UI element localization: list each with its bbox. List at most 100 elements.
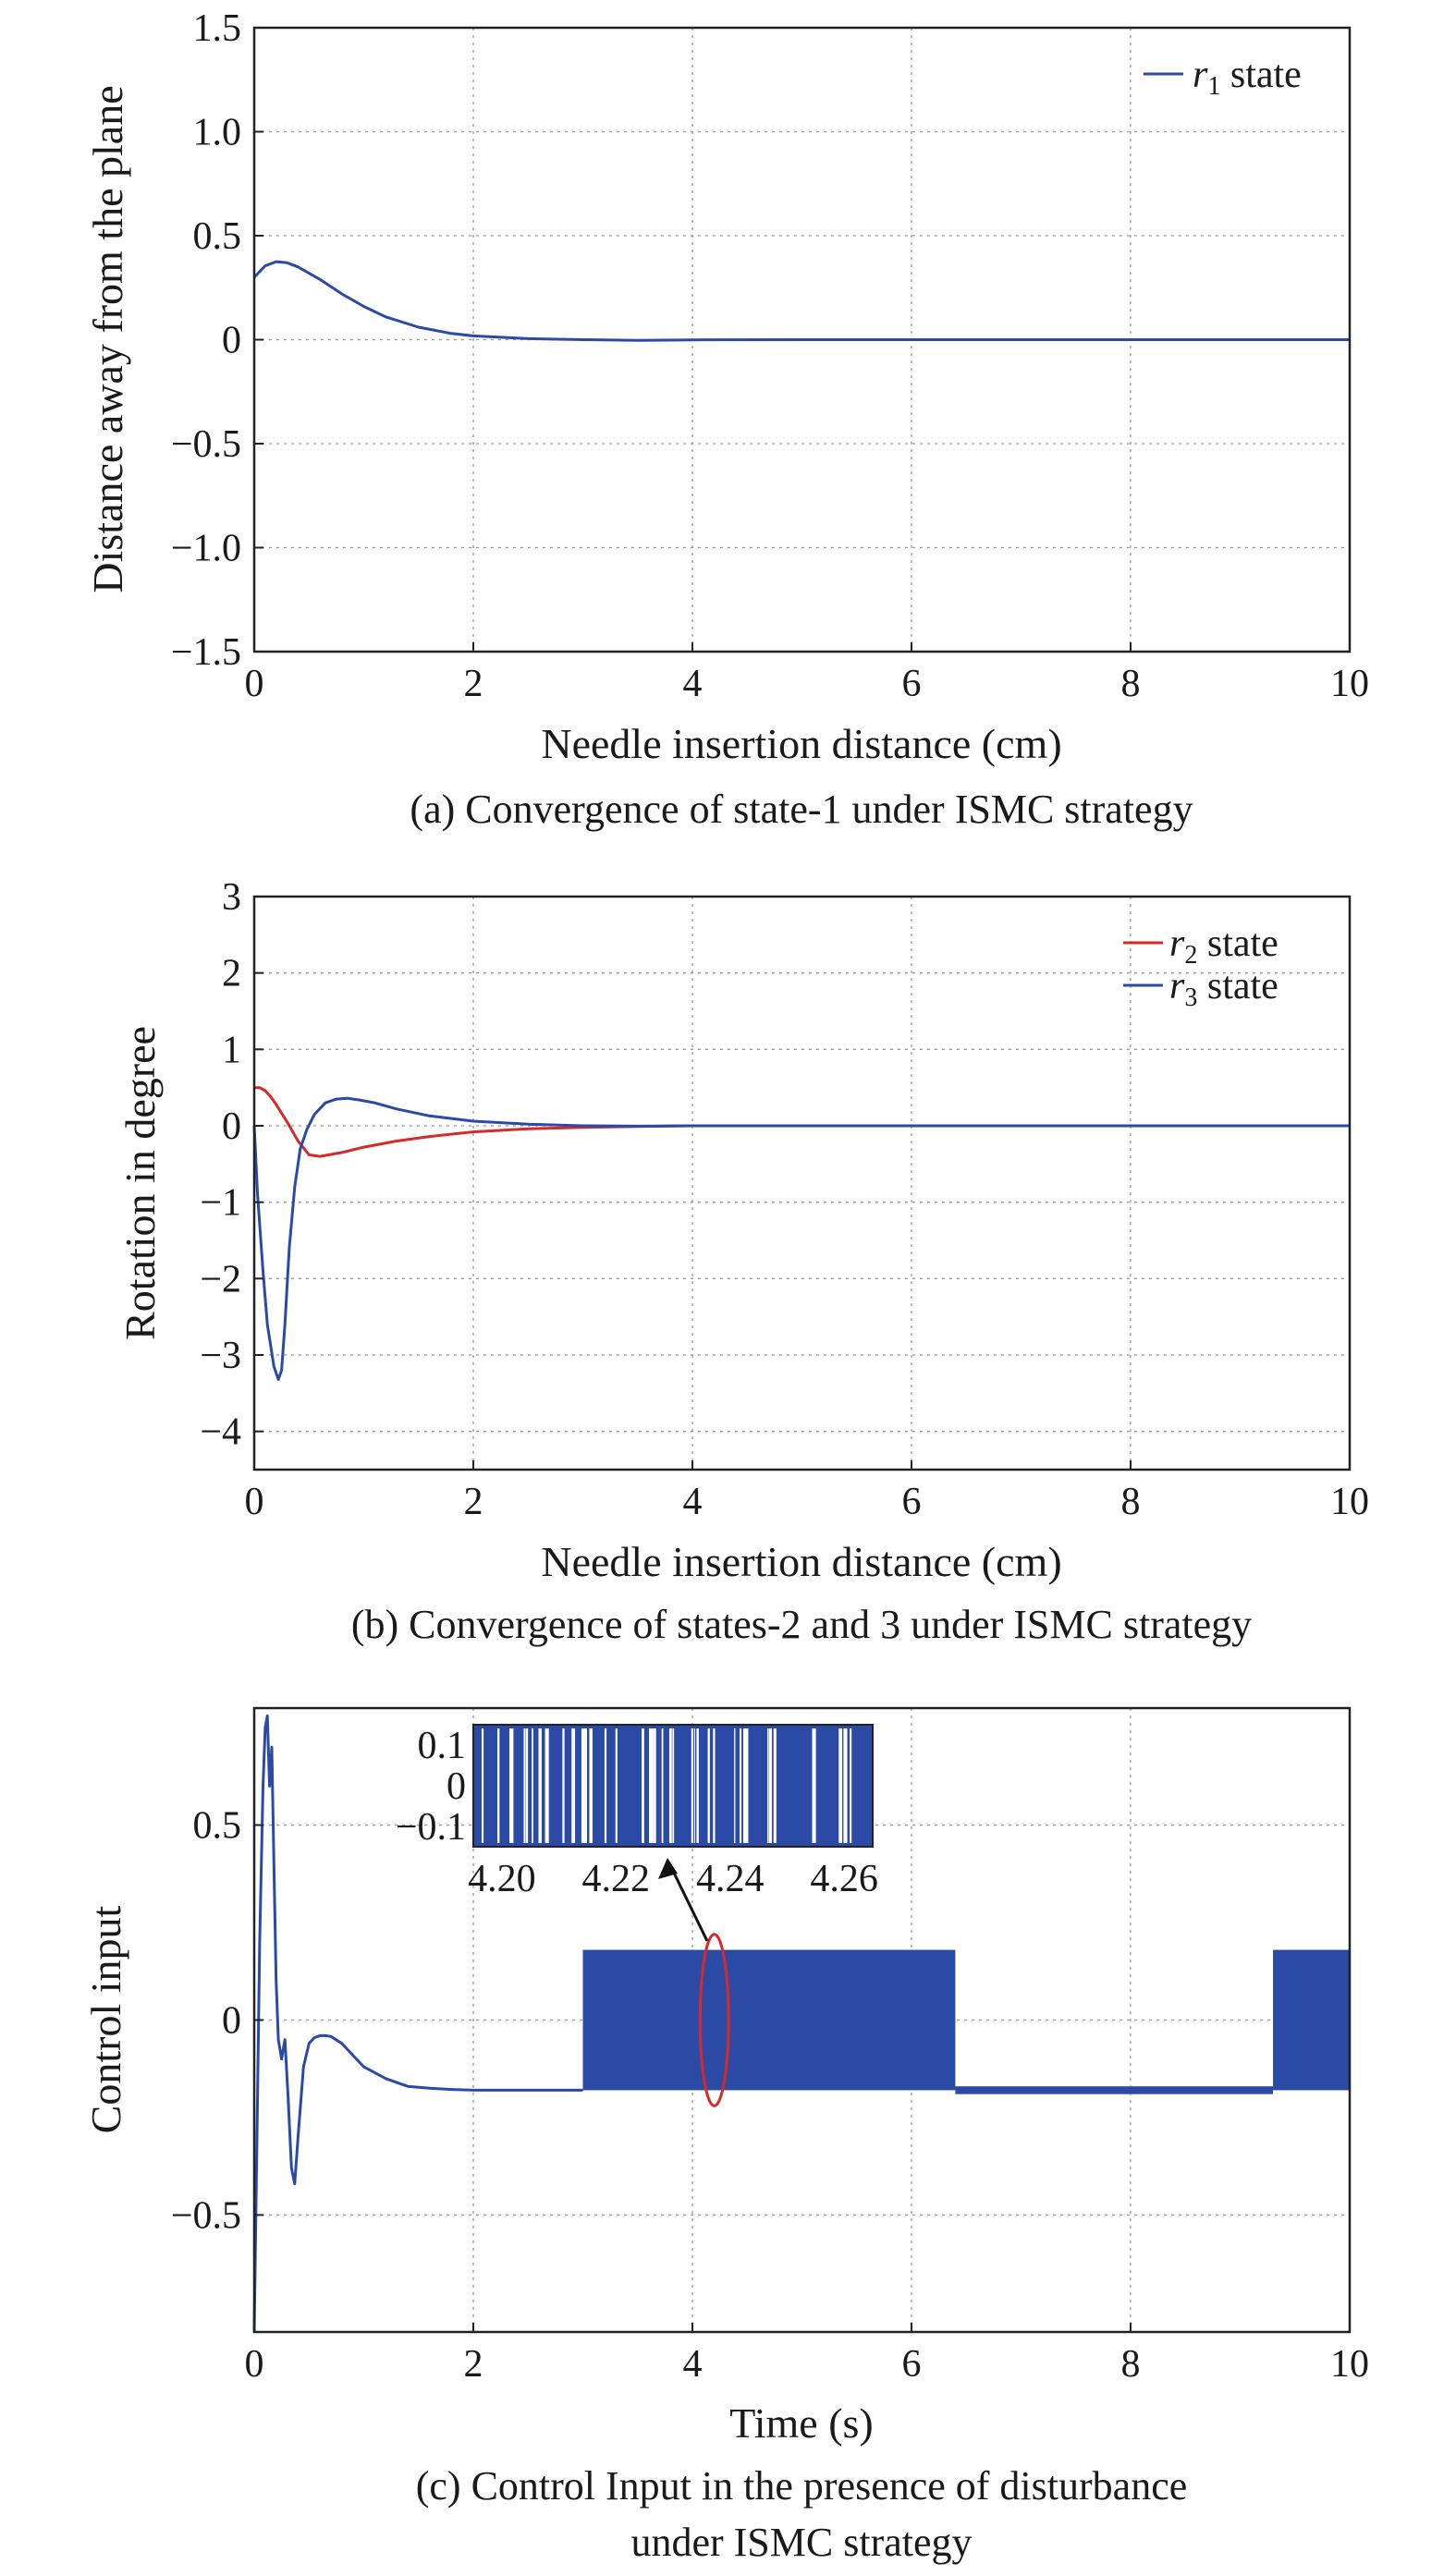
series-line-1 [254, 1086, 1350, 1158]
panel-c-y-axis-label: Control input [82, 1905, 129, 2133]
panel-b-series-layer [252, 1086, 1350, 1381]
x-tick-label: 6 [902, 663, 922, 705]
panel-a-legend-label-r1: r1 state [1193, 54, 1302, 101]
inset-switch-gap [767, 1728, 769, 1843]
inset-switch-gap [544, 1728, 549, 1843]
y-tick-label: 0.5 [193, 215, 242, 258]
inset-y-tick-label: 0 [447, 1765, 466, 1808]
inset-x-tick-label: 4.26 [810, 1858, 878, 1900]
x-tick-label: 0 [245, 663, 264, 705]
panel-c: 0 2 4 6 8 10 0.5 0 −0.5 4.20 4.22 4.24 4.26 0.10−0… [82, 1706, 1369, 2565]
panel-c-caption-line-1: (c) Control Input in the presence of dis… [416, 2463, 1188, 2509]
y-tick-label: 2 [222, 953, 241, 995]
panel-c-inset-frame [472, 1724, 874, 1848]
panel-b-y-axis-label: Rotation in degree [116, 1026, 164, 1340]
inset-switch-gap [582, 1728, 587, 1843]
inset-switch-gap [581, 1728, 583, 1843]
inset-switch-gap [525, 1728, 529, 1843]
chattering-band [1273, 1949, 1350, 2091]
inset-switch-gap [696, 1728, 699, 1843]
chattering-band [582, 1949, 956, 2091]
y-tick-label: −0.5 [171, 2194, 241, 2237]
inset-switch-gap [668, 1728, 672, 1843]
panel-b-y-ticks: 3 2 1 0 −1 −2 −3 −4 [200, 876, 263, 1454]
panel-c-annotation-arrow [658, 1858, 709, 1942]
inset-switch-gap [745, 1728, 749, 1843]
inset-switch-gap [713, 1728, 716, 1843]
y-tick-label: 0.5 [193, 1805, 242, 1848]
inset-switch-gap [532, 1728, 533, 1843]
inset-switch-gap [649, 1728, 653, 1843]
inset-switch-gap [850, 1728, 852, 1843]
panel-c-y-ticks: 0.5 0 −0.5 [171, 1805, 263, 2237]
inset-switch-gap [562, 1728, 565, 1843]
panel-b-plot-frame [252, 895, 1352, 1471]
panel-c-x-axis-label: Time (s) [729, 2399, 874, 2447]
panel-a-legend: r1 state [1144, 54, 1302, 101]
x-tick-label: 2 [464, 2343, 483, 2386]
inset-switch-gap [707, 1728, 710, 1843]
x-tick-label: 6 [902, 2343, 922, 2386]
y-tick-label: −1.5 [171, 631, 241, 674]
y-tick-label: 1.5 [193, 7, 242, 50]
series-line-1 [252, 260, 1350, 342]
inset-switch-gap [481, 1728, 484, 1843]
y-tick-label: 1.0 [193, 112, 242, 154]
inset-x-tick-label: 4.20 [468, 1858, 536, 1900]
panel-b-gridlines [254, 897, 1350, 1470]
inset-switch-gap [523, 1728, 526, 1843]
panel-c-highlight-ellipse [698, 1933, 730, 2107]
panel-c-series-layer [252, 1714, 583, 2333]
y-tick-label: −2 [200, 1258, 241, 1300]
panel-a-y-ticks: 1.5 1.0 0.5 0 −0.5 −1.0 −1.5 [171, 7, 263, 674]
panel-c-inset-x-ticks: 4.20 4.22 4.24 4.26 [468, 1858, 878, 1900]
x-tick-label: 10 [1330, 663, 1369, 705]
x-tick-label: 4 [683, 1481, 703, 1523]
panel-a-caption: (a) Convergence of state-1 under ISMC st… [410, 787, 1193, 832]
panel-b-x-axis-label: Needle insertion distance (cm) [541, 1538, 1061, 1585]
inset-switch-gap [740, 1728, 742, 1843]
inset-switch-gap [654, 1728, 656, 1843]
panel-a-x-ticks: 0 2 4 6 8 10 [245, 642, 1369, 705]
panel-b-x-ticks: 0 2 4 6 8 10 [245, 1460, 1369, 1523]
panel-b-caption: (b) Convergence of states-2 and 3 under … [351, 1602, 1252, 1647]
y-tick-label: −3 [200, 1335, 241, 1377]
x-tick-label: 10 [1330, 2343, 1369, 2386]
inset-switch-gap [604, 1728, 607, 1843]
panel-c-inset: 4.20 4.22 4.24 4.26 0.10−0.1 [396, 1724, 878, 1900]
x-tick-label: 0 [245, 1481, 264, 1523]
inset-switch-gap [589, 1728, 593, 1843]
inset-switch-gap [742, 1728, 747, 1843]
y-tick-label: 0 [222, 2000, 241, 2043]
y-tick-label: 3 [222, 876, 241, 919]
panel-c-arrow-shaft [669, 1866, 709, 1942]
panel-a: 0 2 4 6 8 10 1.51.00.50−0.5−1.0−1.5 r1 state … [84, 7, 1369, 832]
inset-switch-gap [838, 1728, 843, 1843]
inset-switch-gap [693, 1728, 695, 1843]
inset-y-tick-label: 0.1 [418, 1725, 467, 1767]
panel-c-chattering-bands [582, 1949, 1350, 2094]
x-tick-label: 2 [464, 1481, 483, 1523]
x-tick-label: 4 [683, 2343, 703, 2386]
inset-switch-gap [768, 1728, 772, 1843]
series-line-1 [252, 1714, 583, 2333]
panel-b-legend-label-r2: r2 state [1169, 922, 1279, 970]
panel-c-x-ticks: 0 2 4 6 8 10 [245, 2323, 1369, 2386]
chattering-band [955, 2086, 1274, 2094]
inset-switch-gap [661, 1728, 664, 1843]
panel-b-legend: r2 state r3 state [1123, 922, 1279, 1012]
y-tick-label: −1 [200, 1182, 241, 1225]
y-tick-label: −0.5 [171, 423, 241, 466]
y-tick-label: 1 [222, 1029, 241, 1071]
panel-a-x-axis-label: Needle insertion distance (cm) [541, 720, 1061, 767]
x-tick-label: 8 [1121, 2343, 1141, 2386]
panel-c-inset-y-ticks: 0.10−0.1 [396, 1725, 466, 1849]
x-tick-label: 10 [1330, 1481, 1369, 1523]
inset-switch-gap [812, 1728, 816, 1843]
inset-switch-gap [497, 1728, 500, 1843]
x-tick-label: 2 [464, 663, 483, 705]
inset-switch-gap [538, 1728, 542, 1843]
panel-c-arrow-head [658, 1858, 678, 1879]
